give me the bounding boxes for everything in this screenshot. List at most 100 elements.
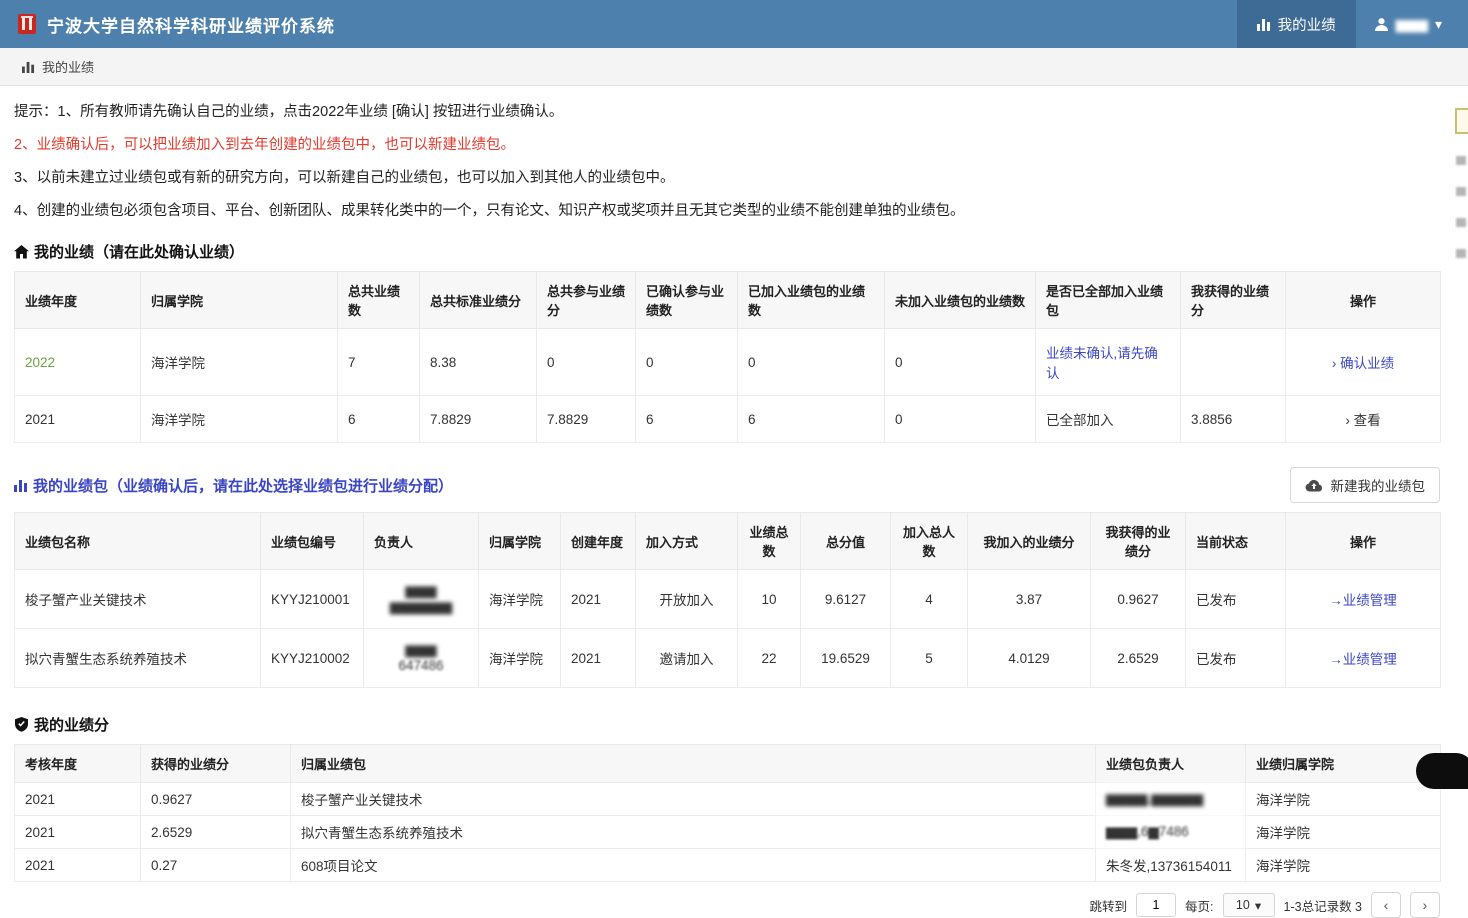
view-link[interactable]: › 查看 — [1345, 413, 1381, 428]
perf-college: 海洋学院 — [140, 328, 338, 396]
packages-header-row: 业绩包名称 业绩包编号 负责人 归属学院 创建年度 加入方式 业绩总数 总分值 … — [14, 512, 1441, 570]
scores-header-row: 考核年度 获得的业绩分 归属业绩包 业绩包负责人 业绩归属学院 — [14, 744, 1441, 783]
window-edge-artifact — [1455, 108, 1468, 278]
scores-table: 考核年度 获得的业绩分 归属业绩包 业绩包负责人 业绩归属学院 2021 0.9… — [14, 744, 1441, 882]
confirm-performance-link[interactable]: › 确认业绩 — [1331, 356, 1395, 371]
col-header: 业绩包编号 — [260, 512, 364, 570]
cloud-upload-icon — [1305, 479, 1323, 492]
col-header: 负责人 — [363, 512, 479, 570]
score-value: 0.27 — [140, 848, 291, 882]
all-added-status: 已全部加入 — [1035, 395, 1181, 443]
breadcrumb: 我的业绩 — [0, 48, 1468, 86]
user-icon — [1374, 17, 1389, 32]
next-page-button[interactable]: › — [1410, 892, 1440, 918]
prev-page-button[interactable]: ‹ — [1371, 892, 1401, 918]
pkg-count: 22 — [737, 628, 801, 688]
unconfirmed-warning-link[interactable]: 业绩未确认,请先确认 — [1046, 346, 1158, 381]
col-header: 总共业绩数 — [337, 271, 420, 329]
nav-my-performance[interactable]: 我的业绩 — [1236, 0, 1356, 48]
pkg-join-mode: 邀请加入 — [635, 628, 738, 688]
perf-my-score — [1180, 328, 1286, 396]
perf-total: 7 — [337, 328, 420, 396]
col-header: 操作 — [1285, 512, 1441, 570]
caret-down-icon: ▾ — [1254, 898, 1262, 913]
user-menu[interactable]: ▆▆▆ ▾ — [1356, 0, 1468, 48]
chevron-right-icon: › — [1331, 356, 1337, 371]
score-leader: ▆▆▆▆,▆▆▆▆▆ — [1095, 782, 1246, 816]
pkg-name: 梭子蟹产业关键技术 — [14, 569, 261, 629]
perf-total: 6 — [337, 395, 420, 443]
col-header: 业绩包负责人 — [1095, 744, 1246, 783]
table-row: 拟穴青蟹生态系统养殖技术 KYYJ210002 ▆▆▆ 647486 海洋学院 … — [14, 628, 1441, 688]
breadcrumb-label: 我的业绩 — [42, 60, 95, 75]
pkg-count: 10 — [737, 569, 801, 629]
perf-total-std: 7.8829 — [419, 395, 537, 443]
new-package-button[interactable]: 新建我的业绩包 — [1289, 467, 1440, 503]
table-row: 2021 0.9627 梭子蟹产业关键技术 ▆▆▆▆,▆▆▆▆▆ 海洋学院 — [14, 782, 1441, 816]
col-header: 我加入的业绩分 — [967, 512, 1091, 570]
perf-not-added: 0 — [884, 328, 1036, 396]
perf-total-part: 0 — [536, 328, 636, 396]
pkg-leader: ▆▆▆ 647486 — [363, 628, 479, 688]
col-header: 是否已全部加入业绩包 — [1035, 271, 1181, 329]
caret-down-icon: ▾ — [1434, 15, 1442, 32]
col-header: 考核年度 — [14, 744, 141, 783]
packages-table: 业绩包名称 业绩包编号 负责人 归属学院 创建年度 加入方式 业绩总数 总分值 … — [14, 512, 1441, 688]
manage-performance-link[interactable]: →业绩管理 — [1329, 652, 1397, 667]
perf-not-added: 0 — [884, 395, 1036, 443]
arrow-right-icon: → — [1329, 652, 1343, 667]
col-header: 业绩总数 — [737, 512, 801, 570]
score-college: 海洋学院 — [1245, 815, 1441, 849]
col-header: 我获得的业绩分 — [1090, 512, 1186, 570]
pkg-year: 2021 — [560, 628, 636, 688]
col-header: 已确认参与业绩数 — [635, 271, 738, 329]
col-header: 加入总人数 — [890, 512, 968, 570]
col-header: 总共参与业绩分 — [536, 271, 636, 329]
breadcrumb-chart-icon — [22, 61, 35, 73]
home-icon — [14, 244, 29, 259]
edge-artifact-mark — [1456, 249, 1466, 258]
table-row: 2022 海洋学院 7 8.38 0 0 0 0 业绩未确认,请先确认 › 确认… — [14, 328, 1441, 396]
col-header: 获得的业绩分 — [140, 744, 291, 783]
pagination-bar: 跳转到 每页: 10 ▾ 1-3总记录数 3 ‹ › — [14, 892, 1440, 918]
user-name: ▆▆▆ — [1395, 15, 1428, 32]
col-header: 业绩归属学院 — [1245, 744, 1441, 783]
perf-added: 0 — [737, 328, 885, 396]
table-row: 2021 海洋学院 6 7.8829 7.8829 6 6 0 已全部加入 3.… — [14, 395, 1441, 443]
perf-total-part: 7.8829 — [536, 395, 636, 443]
perf-year: 2021 — [14, 395, 141, 443]
col-header: 加入方式 — [635, 512, 738, 570]
manage-performance-link[interactable]: →业绩管理 — [1329, 593, 1397, 608]
per-page-select[interactable]: 10 ▾ — [1222, 893, 1275, 917]
pkg-college: 海洋学院 — [478, 569, 561, 629]
top-navbar: 宁波大学自然科学科研业绩评价系统 我的业绩 ▆▆▆ ▾ — [0, 0, 1468, 48]
score-value: 0.9627 — [140, 782, 291, 816]
tip-line-1: 提示：1、所有教师请先确认自己的业绩，点击2022年业绩 [确认] 按钮进行业绩… — [14, 104, 564, 120]
pkg-my-score: 0.9627 — [1090, 569, 1186, 629]
score-college: 海洋学院 — [1245, 782, 1441, 816]
score-leader: ▆▆▆,6▆7486 — [1095, 815, 1246, 849]
perf-my-score: 3.8856 — [1180, 395, 1286, 443]
arrow-right-icon: → — [1329, 593, 1343, 608]
col-header: 操作 — [1285, 271, 1441, 329]
table-row: 2021 2.6529 拟穴青蟹生态系统养殖技术 ▆▆▆,6▆7486 海洋学院 — [14, 815, 1441, 849]
page-jump-input[interactable] — [1136, 893, 1177, 917]
score-year: 2021 — [14, 848, 141, 882]
tip-line-4: 4、创建的业绩包必须包含项目、平台、创新团队、成果转化类中的一个，只有论文、知识… — [14, 203, 965, 219]
tips-block: 提示：1、所有教师请先确认自己的业绩，点击2022年业绩 [确认] 按钮进行业绩… — [14, 102, 1440, 221]
score-year: 2021 — [14, 815, 141, 849]
pkg-total: 19.6529 — [800, 628, 891, 688]
perf-confirmed: 0 — [635, 328, 738, 396]
col-header: 总共标准业绩分 — [419, 271, 537, 329]
section-my-scores-title: 我的业绩分 — [14, 714, 1440, 735]
pkg-code: KYYJ210001 — [260, 569, 364, 629]
edge-artifact-mark — [1456, 218, 1466, 227]
pkg-join-mode: 开放加入 — [635, 569, 738, 629]
score-college: 海洋学院 — [1245, 848, 1441, 882]
table-row: 2021 0.27 608项目论文 朱冬发,13736154011 海洋学院 — [14, 848, 1441, 882]
pkg-status: 已发布 — [1185, 628, 1286, 688]
chevron-right-icon: › — [1345, 413, 1350, 428]
col-header: 当前状态 — [1185, 512, 1286, 570]
nav-my-performance-label: 我的业绩 — [1277, 17, 1336, 34]
col-header: 已加入业绩包的业绩数 — [737, 271, 885, 329]
